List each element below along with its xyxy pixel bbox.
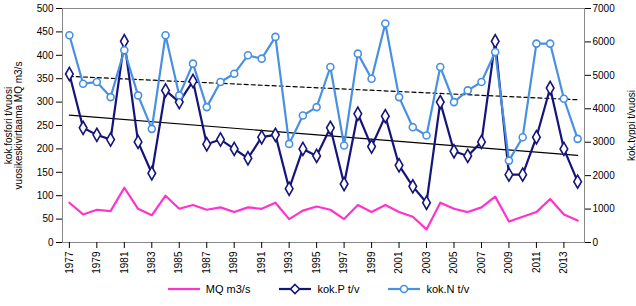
svg-text:100: 100	[37, 190, 54, 201]
svg-text:4000: 4000	[593, 103, 616, 114]
svg-text:450: 450	[37, 26, 54, 37]
svg-text:300: 300	[37, 96, 54, 107]
svg-text:1979: 1979	[91, 251, 102, 274]
svg-text:2003: 2003	[421, 251, 432, 274]
svg-text:1991: 1991	[256, 251, 267, 274]
html-text:kok.P t/v: kok.P t/v	[317, 283, 360, 295]
svg-text:1993: 1993	[283, 251, 294, 274]
svg-text:2005: 2005	[448, 251, 459, 274]
svg-text:7000: 7000	[593, 3, 616, 14]
svg-text:1987: 1987	[201, 251, 212, 274]
svg-text:150: 150	[37, 167, 54, 178]
svg-text:2007: 2007	[476, 251, 487, 274]
svg-text:0: 0	[48, 237, 54, 248]
svg-text:1977: 1977	[64, 251, 75, 274]
svg-text:kok.typpi t/vuosi: kok.typpi t/vuosi	[626, 90, 636, 161]
svg-text:2009: 2009	[503, 251, 514, 274]
svg-text:1983: 1983	[146, 251, 157, 274]
html-text:kok.N t/v: kok.N t/v	[426, 283, 470, 295]
svg-text:250: 250	[37, 120, 54, 131]
svg-text:3000: 3000	[593, 136, 616, 147]
svg-text:6000: 6000	[593, 36, 616, 47]
svg-text:2011: 2011	[531, 251, 542, 273]
svg-text:1000: 1000	[593, 203, 616, 214]
svg-text:1997: 1997	[338, 251, 349, 274]
svg-text:0: 0	[593, 237, 599, 248]
svg-text:1981: 1981	[119, 251, 130, 274]
svg-text:2000: 2000	[593, 170, 616, 181]
svg-text:1999: 1999	[366, 251, 377, 274]
svg-text:350: 350	[37, 73, 54, 84]
svg-text:2013: 2013	[558, 251, 569, 274]
svg-text:200: 200	[37, 143, 54, 154]
svg-text:5000: 5000	[593, 70, 616, 81]
svg-text:kok.fosfori t/vuosivuosikeskiv: kok.fosfori t/vuosivuosikeskivirtaama MQ…	[3, 62, 24, 190]
svg-text:50: 50	[42, 213, 54, 224]
svg-text:1989: 1989	[228, 251, 239, 274]
svg-text:1985: 1985	[173, 251, 184, 274]
html-text:MQ m3/s: MQ m3/s	[205, 283, 251, 295]
svg-text:1995: 1995	[311, 251, 322, 274]
svg-text:2001: 2001	[393, 251, 404, 274]
svg-text:400: 400	[37, 50, 54, 61]
svg-text:500: 500	[37, 3, 54, 14]
